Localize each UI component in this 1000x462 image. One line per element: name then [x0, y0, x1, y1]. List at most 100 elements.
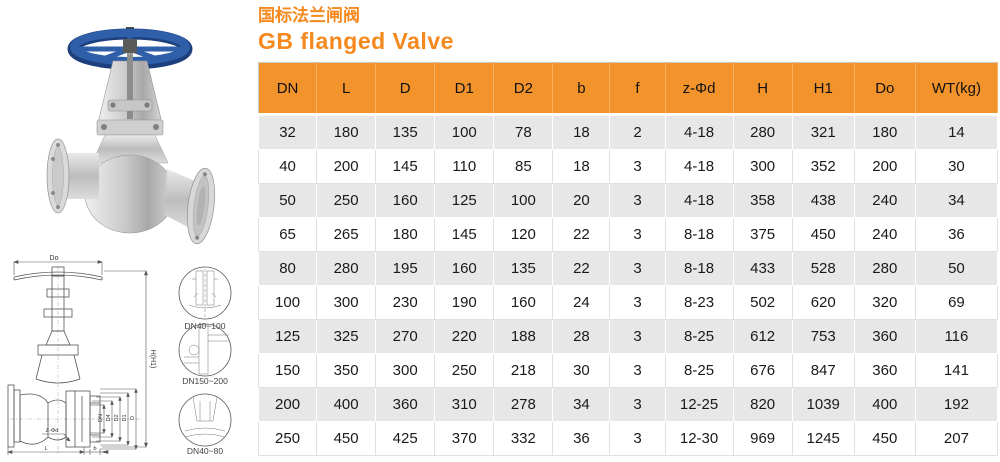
dim-label-b: b: [93, 446, 96, 452]
gate-valve-photo-graphic: [46, 27, 216, 245]
table-cell: 250: [316, 183, 377, 218]
detail-circle-3: [178, 393, 232, 447]
table-cell: 3: [609, 353, 666, 388]
dim-label-d2: D2: [114, 414, 120, 421]
dim-do: [13, 260, 103, 275]
table-cell: 753: [791, 319, 855, 354]
table-cell: 8-25: [664, 353, 734, 388]
left-flange: [46, 138, 70, 214]
table-cell: 30: [914, 149, 999, 184]
drawing-bonnet: [35, 344, 81, 384]
table-cell: 80: [257, 251, 318, 286]
column-header: D2: [493, 62, 554, 116]
column-header: D: [375, 62, 436, 116]
table-cell: 300: [375, 353, 436, 388]
detail-circle-2: [178, 323, 232, 377]
table-cell: 69: [914, 285, 999, 320]
table-cell: 24: [552, 285, 611, 320]
table-cell: 321: [791, 114, 855, 150]
table-cell: 4-18: [664, 114, 734, 150]
table-cell: 125: [434, 183, 495, 218]
table-cell: 3: [609, 421, 666, 456]
table-cell: 135: [375, 114, 436, 150]
table-cell: 160: [434, 251, 495, 286]
table-cell: 370: [434, 421, 495, 456]
dim-label-d: D: [130, 416, 136, 420]
table-cell: 180: [316, 114, 377, 150]
table-cell: 22: [552, 251, 611, 286]
table-cell: 676: [732, 353, 793, 388]
table-cell: 240: [853, 217, 916, 252]
table-cell: 200: [853, 149, 916, 184]
column-header: f: [609, 62, 666, 116]
table-cell: 28: [552, 319, 611, 354]
table-cell: 116: [914, 319, 999, 354]
table-cell: 145: [434, 217, 495, 252]
table-cell: 8-25: [664, 319, 734, 354]
table-cell: 847: [791, 353, 855, 388]
table-cell: 188: [493, 319, 554, 354]
table-cell: 310: [434, 387, 495, 422]
table-row: 32 180 135 100 78 18 2 4-18 280 321 180 14: [257, 114, 999, 150]
dim-label-do: Do: [50, 255, 59, 262]
table-cell: 12-30: [664, 421, 734, 456]
table-cell: 22: [552, 217, 611, 252]
table-cell: 352: [791, 149, 855, 184]
table-cell: 332: [493, 421, 554, 456]
dim-zd-leader: [42, 433, 71, 442]
table-cell: 110: [434, 149, 495, 184]
table-cell: 120: [493, 217, 554, 252]
table-row: 200 400 360 310 278 34 3 12-25 820 1039 400 192: [257, 387, 999, 422]
table-cell: 195: [375, 251, 436, 286]
table-cell: 360: [853, 319, 916, 354]
table-cell: 78: [493, 114, 554, 150]
table-cell: 50: [257, 183, 318, 218]
table-cell: 3: [609, 217, 666, 252]
table-cell: 3: [609, 183, 666, 218]
drawing-body: [7, 384, 67, 448]
table-row: 125 325 270 220 188 28 3 8-25 612 753 360 116: [257, 319, 999, 354]
column-header: D1: [434, 62, 495, 116]
table-cell: 820: [732, 387, 793, 422]
table-cell: 230: [375, 285, 436, 320]
column-header: H1: [792, 62, 855, 116]
table-row: 80 280 195 160 135 22 3 8-18 433 528 280 50: [257, 251, 999, 286]
table-row: 65 265 180 145 120 22 3 8-18 375 450 240 36: [257, 217, 999, 252]
table-cell: 4-18: [664, 183, 734, 218]
column-header: L: [316, 62, 377, 116]
table-cell: 3: [609, 387, 666, 422]
table-cell: 450: [853, 421, 916, 456]
column-header: z-Φd: [665, 62, 734, 116]
table-cell: 14: [914, 114, 999, 150]
table-cell: 100: [434, 114, 495, 150]
table-cell: 3: [609, 149, 666, 184]
table-cell: 34: [914, 183, 999, 218]
table-cell: 180: [375, 217, 436, 252]
table-cell: 280: [853, 251, 916, 286]
table-cell: 270: [375, 319, 436, 354]
stem-lower: [127, 55, 133, 119]
table-cell: 40: [257, 149, 318, 184]
table-cell: 220: [434, 319, 495, 354]
table-cell: 18: [552, 149, 611, 184]
table-cell: 350: [316, 353, 377, 388]
gate-valve-photo: [25, 3, 235, 251]
table-cell: 218: [493, 353, 554, 388]
table-cell: 1245: [791, 421, 855, 456]
table-cell: 192: [914, 387, 999, 422]
table-cell: 438: [791, 183, 855, 218]
table-cell: 320: [853, 285, 916, 320]
valve-drawing-graphic: Do H(H1) DN D4: [7, 255, 232, 456]
table-cell: 30: [552, 353, 611, 388]
table-cell: 612: [732, 319, 793, 354]
right-flange: [186, 167, 216, 245]
table-cell: 1039: [791, 387, 855, 422]
dim-label-l: L: [44, 446, 47, 452]
spec-table-body: 32 180 135 100 78 18 2 4-18 280 321 180 14 40 200 145 1…: [257, 114, 999, 456]
table-cell: 200: [316, 149, 377, 184]
table-cell: 450: [791, 217, 855, 252]
table-cell: 360: [853, 353, 916, 388]
column-header: Do: [854, 62, 916, 116]
dim-b: [84, 449, 109, 455]
table-cell: 8-18: [664, 217, 734, 252]
